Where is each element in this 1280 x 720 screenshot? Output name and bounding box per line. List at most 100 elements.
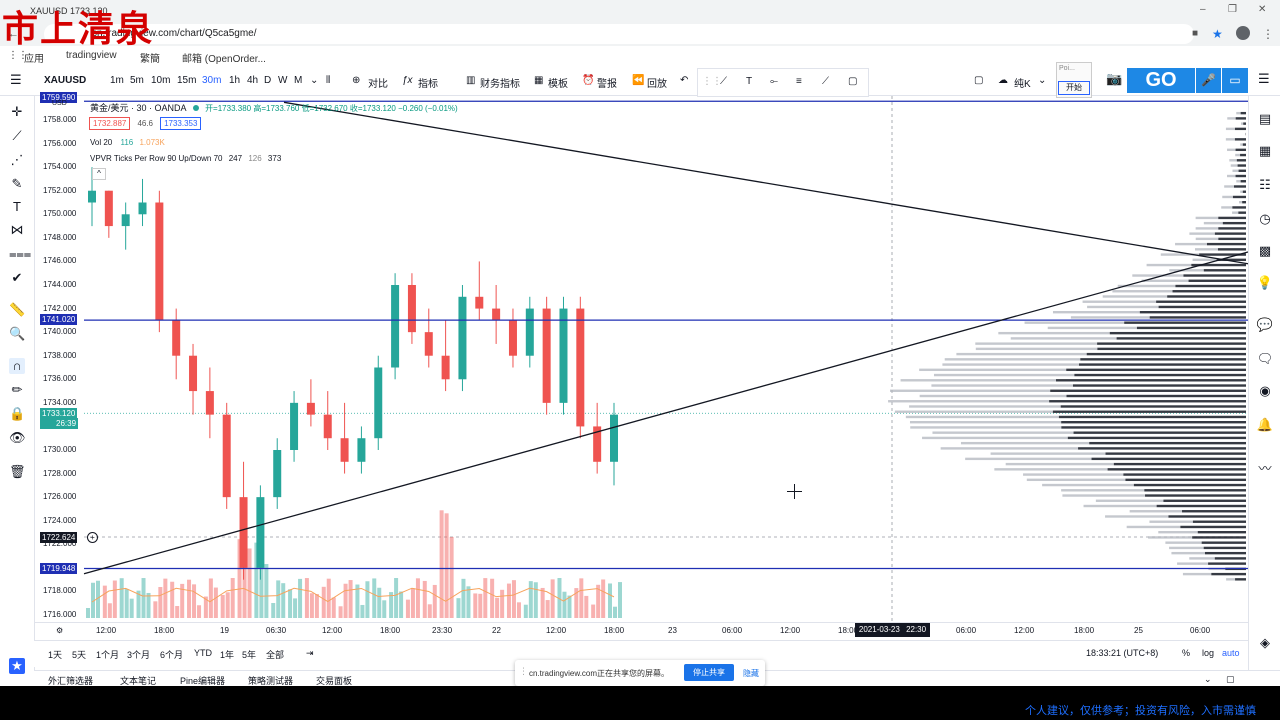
candle-style-icon[interactable]: ⫴	[326, 75, 331, 86]
layers-icon[interactable]: ◈	[1260, 635, 1270, 650]
alert-icon[interactable]: ⏰	[582, 75, 595, 86]
maximize-icon[interactable]: ❐	[1228, 4, 1237, 15]
details-icon[interactable]: ☷	[1259, 177, 1271, 192]
address-bar[interactable]: cn.tradingview.com/chart/Q5ca5gme/	[44, 24, 1194, 44]
camera-icon[interactable]: ■	[1192, 28, 1199, 39]
star-icon[interactable]: ★	[1212, 27, 1223, 41]
interval-1m[interactable]: 1m	[110, 75, 124, 86]
avatar[interactable]	[1236, 26, 1250, 40]
watchlist-panel-icon[interactable]: ▤	[1258, 111, 1272, 126]
unit-label[interactable]: 纯K	[1014, 79, 1031, 90]
eye-icon[interactable]: 👁	[9, 430, 26, 445]
trendline-icon[interactable]: ⟋	[822, 76, 829, 87]
tab-trading-panel[interactable]: 交易面板	[316, 676, 353, 686]
apps-icon[interactable]: ⋮⋮	[8, 50, 28, 61]
interval-1h[interactable]: 1h	[229, 75, 241, 86]
range-all[interactable]: 全部	[266, 650, 285, 660]
chat-icon[interactable]: 💬	[1256, 317, 1274, 332]
interval-5m[interactable]: 5m	[130, 75, 144, 86]
collapse-legend-icon[interactable]: ^	[92, 168, 106, 180]
notification-bell-icon[interactable]: 🔔	[1256, 417, 1274, 432]
trash-icon[interactable]: 🗑	[9, 464, 26, 479]
tab-strategy-tester[interactable]: 策略测试器	[248, 676, 294, 686]
ideas-icon[interactable]: 💡	[1256, 275, 1274, 290]
indicators-icon[interactable]: ƒx	[402, 75, 413, 86]
zoom-icon[interactable]: 🔍	[9, 326, 26, 341]
templates-button[interactable]: 模板	[548, 79, 568, 90]
replay-icon[interactable]: ⏪	[632, 75, 645, 86]
price-axis[interactable]: 1758.000 1756.000 1754.000 1752.000 1750.000…	[34, 96, 84, 622]
clock-text[interactable]: 18:33:21 (UTC+8)	[1086, 648, 1159, 658]
legend-symbol-title[interactable]: 黄金/美元 · 30 · OANDA	[90, 103, 187, 113]
back-icon[interactable]: ←	[8, 28, 19, 40]
range-1y[interactable]: 1年	[220, 650, 235, 660]
range-1d[interactable]: 1天	[48, 650, 63, 660]
camera-icon[interactable]: 📷	[1106, 71, 1123, 86]
range-6m[interactable]: 6个月	[160, 650, 184, 660]
hamburger-icon[interactable]: ☰	[10, 72, 22, 87]
interval-w[interactable]: W	[278, 75, 288, 86]
financials-icon[interactable]: ▥	[466, 75, 476, 86]
watchlist-icon[interactable]: ☰	[1258, 71, 1270, 86]
financials-button[interactable]: 财务指标	[480, 79, 520, 90]
chevron-down-icon[interactable]: ⌄	[1038, 75, 1047, 86]
range-1m[interactable]: 1个月	[96, 650, 120, 660]
ruler-icon[interactable]: 📏	[9, 302, 26, 317]
auto-toggle[interactable]: auto	[1222, 648, 1240, 658]
prediction-tool-icon[interactable]: ⩶	[9, 246, 32, 261]
settings-gear-icon[interactable]: ⚙	[56, 626, 64, 635]
magnet-icon[interactable]: ∩	[9, 358, 25, 374]
cloud-icon[interactable]: ☁	[998, 75, 1008, 86]
interval-d[interactable]: D	[264, 75, 272, 86]
pattern-tool-icon[interactable]: ⋈	[10, 222, 24, 237]
undo-icon[interactable]: ↶	[680, 75, 689, 86]
rectangle-tool-icon[interactable]: ▢	[974, 75, 984, 86]
bookmark-fanjian[interactable]: 繁簡	[140, 54, 160, 65]
messages-icon[interactable]: 🗨	[1256, 351, 1274, 366]
video-icon[interactable]: ▭	[1222, 68, 1248, 93]
bookmark-mail[interactable]: 邮箱 (OpenOrder...	[182, 54, 266, 65]
start-button[interactable]: 开始	[1058, 81, 1090, 95]
vol-label[interactable]: Vol 20	[90, 138, 113, 147]
fib-tool-icon[interactable]: ⋰	[10, 152, 24, 167]
menu-icon[interactable]: ⋮	[1262, 27, 1274, 41]
microphone-icon[interactable]: 🎤	[1196, 68, 1221, 93]
range-3m[interactable]: 3个月	[127, 650, 151, 660]
add-alert-icon[interactable]: +	[87, 532, 98, 543]
range-5d[interactable]: 5天	[72, 650, 87, 660]
ray-icon[interactable]: ⟜	[770, 76, 778, 87]
symbol-search[interactable]: XAUUSD	[44, 75, 87, 86]
browser-tab-title[interactable]: XAUUSD 1733.120	[30, 6, 108, 16]
chevron-down-icon[interactable]: ⌄	[310, 75, 319, 86]
time-axis[interactable]: ⚙ 12:00 18:00 19 06:30 12:00 18:00 23:30 22 12:0…	[34, 622, 1248, 639]
pencil-icon[interactable]: ⟋	[720, 76, 727, 87]
interval-30m[interactable]: 30m	[202, 75, 222, 86]
bid-price[interactable]: 1732.887	[89, 117, 131, 130]
tab-text-notes[interactable]: 文本笔记	[120, 676, 157, 686]
replay-button[interactable]: 回放	[647, 79, 667, 90]
compare-button[interactable]: 对比	[368, 79, 388, 90]
favorite-star-icon[interactable]: ★	[9, 658, 25, 674]
bookmark-tradingview[interactable]: tradingview	[66, 50, 117, 61]
drag-handle-icon[interactable]: ⋮	[519, 666, 528, 676]
text-tool-icon[interactable]: T	[13, 199, 21, 214]
news-icon[interactable]: ▦	[1258, 143, 1272, 158]
maximize-panel-icon[interactable]: ▢	[1226, 674, 1235, 684]
hide-button[interactable]: 隐藏	[743, 669, 759, 678]
ask-price[interactable]: 1733.353	[160, 117, 202, 130]
drag-handle-icon[interactable]: ⋮⋮	[702, 76, 722, 87]
brush-tool-icon[interactable]: ✎	[11, 176, 23, 191]
indicators-button[interactable]: 指标	[418, 79, 438, 90]
interval-15m[interactable]: 15m	[177, 75, 197, 86]
lock-icon[interactable]: 🔒	[9, 406, 26, 421]
clock-icon[interactable]: ◷	[1259, 211, 1271, 226]
stream-icon[interactable]: ◉	[1259, 383, 1271, 398]
pencil-lock-icon[interactable]: ✏	[11, 382, 23, 397]
minimize-icon[interactable]: –	[1200, 4, 1206, 15]
collapse-panel-icon[interactable]: ⌄	[1204, 674, 1212, 684]
lines-icon[interactable]: ≡	[796, 76, 802, 87]
tab-forex-screener[interactable]: 外汇筛选器	[48, 676, 94, 686]
text-icon[interactable]: T	[746, 76, 753, 87]
price-chart[interactable]	[34, 96, 1248, 622]
goto-date-icon[interactable]: ⇥	[306, 648, 314, 658]
